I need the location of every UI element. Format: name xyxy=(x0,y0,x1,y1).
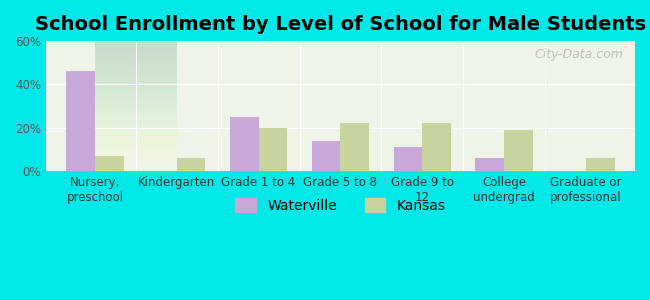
Bar xyxy=(95,156,124,171)
Bar xyxy=(312,141,341,171)
Bar xyxy=(422,123,451,171)
Title: School Enrollment by Level of School for Male Students: School Enrollment by Level of School for… xyxy=(35,15,646,34)
Bar xyxy=(66,71,95,171)
Bar xyxy=(475,158,504,171)
Bar xyxy=(586,158,614,171)
Legend: Waterville, Kansas: Waterville, Kansas xyxy=(229,193,451,218)
Bar xyxy=(259,128,287,171)
Text: City-Data.com: City-Data.com xyxy=(534,48,623,61)
Bar xyxy=(230,117,259,171)
Bar xyxy=(341,123,369,171)
Bar xyxy=(177,158,205,171)
Bar xyxy=(394,147,422,171)
Bar xyxy=(504,130,533,171)
